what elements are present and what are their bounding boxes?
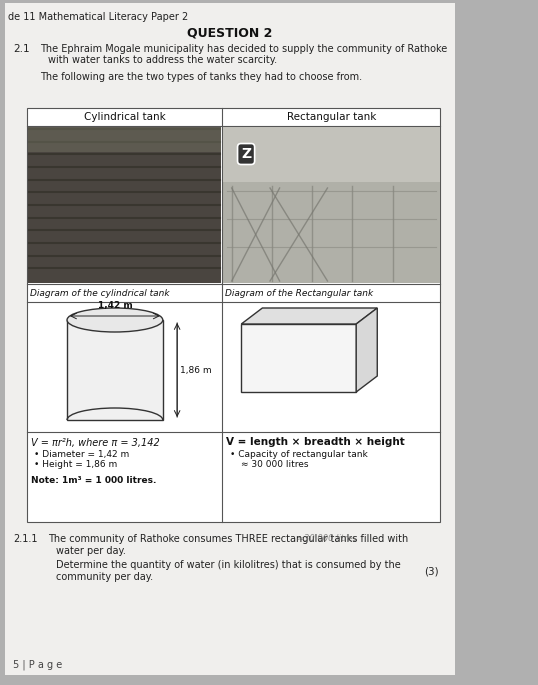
Text: 2.1.1: 2.1.1 (13, 534, 38, 544)
Text: Z: Z (241, 147, 251, 161)
Polygon shape (356, 308, 377, 392)
Text: • Diameter = 1,42 m: • Diameter = 1,42 m (34, 450, 130, 459)
Text: V = length × breadth × height: V = length × breadth × height (226, 437, 405, 447)
Text: V = πr²h, where π = 3,142: V = πr²h, where π = 3,142 (31, 438, 159, 448)
Text: de 11 Mathematical Literacy Paper 2: de 11 Mathematical Literacy Paper 2 (8, 12, 188, 22)
Text: 2.1: 2.1 (13, 44, 30, 54)
Text: Cylindrical tank: Cylindrical tank (83, 112, 165, 122)
FancyBboxPatch shape (5, 3, 455, 675)
Bar (28, 127, 221, 283)
Polygon shape (242, 308, 377, 324)
Text: Diagram of the Rectangular tank: Diagram of the Rectangular tank (225, 288, 373, 297)
Text: Note: 1m³ = 1 000 litres.: Note: 1m³ = 1 000 litres. (31, 476, 156, 485)
Text: Determine the quantity of water (in kilolitres) that is consumed by the: Determine the quantity of water (in kilo… (55, 560, 400, 570)
Text: 5 | P a g e: 5 | P a g e (13, 660, 62, 671)
Bar (28, 127, 221, 152)
Text: • Capacity of rectangular tank: • Capacity of rectangular tank (230, 450, 367, 459)
Text: ≈ 30 000 litres: ≈ 30 000 litres (242, 460, 309, 469)
Bar (67, 320, 163, 420)
Text: 1,42 m: 1,42 m (97, 301, 132, 310)
Text: ≈30 000 litres: ≈30 000 litres (297, 534, 357, 543)
Text: The Ephraim Mogale municipality has decided to supply the community of Rathoke: The Ephraim Mogale municipality has deci… (40, 44, 448, 54)
Text: Diagram of the cylindrical tank: Diagram of the cylindrical tank (30, 288, 169, 297)
Text: QUESTION 2: QUESTION 2 (187, 26, 272, 39)
Bar (223, 127, 440, 182)
Text: The community of Rathoke consumes THREE rectangular tanks filled with: The community of Rathoke consumes THREE … (48, 534, 408, 544)
Text: water per day.: water per day. (55, 546, 125, 556)
Text: Rectangular tank: Rectangular tank (287, 112, 376, 122)
Text: (3): (3) (424, 566, 438, 576)
Text: The following are the two types of tanks they had to choose from.: The following are the two types of tanks… (40, 72, 362, 82)
Text: with water tanks to address the water scarcity.: with water tanks to address the water sc… (48, 55, 277, 65)
Bar (27, 108, 441, 522)
Bar (242, 324, 356, 392)
Text: • Height = 1,86 m: • Height = 1,86 m (34, 460, 118, 469)
Text: community per day.: community per day. (55, 572, 153, 582)
Text: 1,86 m: 1,86 m (180, 366, 211, 375)
Ellipse shape (67, 308, 163, 332)
Bar (223, 127, 440, 283)
